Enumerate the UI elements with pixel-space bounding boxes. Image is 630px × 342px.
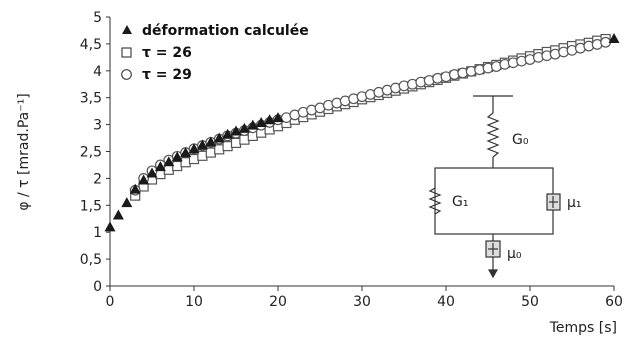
model-label-mu0: μ₀: [507, 246, 522, 262]
rheological-model-diagram: [428, 95, 561, 279]
data-point-deformation: [121, 197, 133, 208]
data-point-deformation: [129, 183, 141, 194]
y-tick-label: 4: [93, 64, 102, 80]
legend-marker-circle: [121, 69, 132, 80]
legend-label-tau26: τ = 26: [142, 45, 192, 61]
x-tick-label: 40: [437, 294, 455, 310]
data-point-tau26: [163, 164, 174, 175]
y-axis-title: φ / τ [mrad.Pa⁻¹]: [16, 93, 32, 210]
data-point-deformation: [608, 33, 620, 44]
data-point-deformation: [247, 119, 259, 130]
data-point-tau26: [188, 153, 200, 165]
x-tick-label: 60: [605, 294, 623, 310]
model-label-g1: G₁: [452, 194, 468, 210]
model-label-mu1: μ₁: [567, 195, 582, 211]
data-point-deformation: [238, 122, 250, 133]
data-point-tau26: [197, 150, 208, 161]
x-tick-label: 0: [106, 294, 115, 310]
data-point-tau26: [180, 157, 191, 168]
data-point-deformation: [255, 116, 267, 127]
dashpot-mu1: [546, 193, 561, 211]
data-point-deformation: [188, 143, 200, 154]
y-tick-group: 0 0,5 1 1,5 2 2,5 3 3,5 4 4,5 5: [80, 10, 110, 295]
data-point-deformation: [171, 151, 183, 162]
data-point-deformation: [272, 112, 284, 123]
x-tick-label: 30: [353, 294, 371, 310]
data-point-deformation: [163, 156, 175, 167]
x-tick-label: 10: [185, 294, 203, 310]
legend: déformation calculée τ = 26 τ = 29: [121, 23, 309, 83]
model-arrow-icon: [487, 269, 499, 279]
y-tick-label: 3: [93, 118, 102, 134]
data-point-tau26: [230, 137, 242, 148]
legend-marker-triangle: [122, 25, 132, 34]
dashpot-mu0: [485, 240, 501, 258]
data-point-deformation: [180, 147, 192, 158]
data-point-deformation: [213, 132, 225, 143]
y-tick-label: 0,5: [80, 252, 102, 268]
y-tick-label: 2: [93, 171, 102, 187]
x-tick-label: 50: [521, 294, 539, 310]
y-tick-label: 2,5: [80, 145, 102, 161]
data-point-tau26: [239, 134, 250, 145]
y-tick-label: 4,5: [80, 37, 102, 53]
y-tick-label: 5: [93, 10, 102, 26]
data-point-deformation: [138, 174, 150, 185]
x-axis-title: Temps [s]: [549, 320, 617, 336]
y-tick-label: 3,5: [80, 91, 102, 107]
x-tick-label: 20: [269, 294, 287, 310]
data-point-deformation: [104, 221, 116, 232]
legend-label-tau29: τ = 29: [142, 67, 192, 83]
data-point-deformation: [264, 114, 276, 125]
data-point-deformation: [205, 136, 217, 147]
y-tick-label: 1: [93, 225, 102, 241]
model-label-g0: G₀: [512, 132, 529, 148]
data-point-deformation: [230, 125, 242, 136]
legend-marker-square: [121, 47, 132, 58]
data-point-deformation: [196, 139, 208, 150]
data-point-deformation: [146, 167, 158, 178]
y-tick-label: 1,5: [80, 198, 102, 214]
legend-label-deformation: déformation calculée: [142, 23, 309, 39]
data-point-tau26: [222, 141, 233, 152]
data-point-deformation: [112, 209, 124, 220]
data-point-deformation: [154, 161, 166, 172]
data-point-deformation: [222, 128, 234, 139]
spring-g1: [428, 187, 442, 215]
series-layer: [104, 33, 620, 232]
spring-g0: [486, 112, 500, 158]
y-tick-label: 0: [93, 279, 102, 295]
x-tick-group: 0 10 20 30 40 50 60: [106, 286, 623, 310]
